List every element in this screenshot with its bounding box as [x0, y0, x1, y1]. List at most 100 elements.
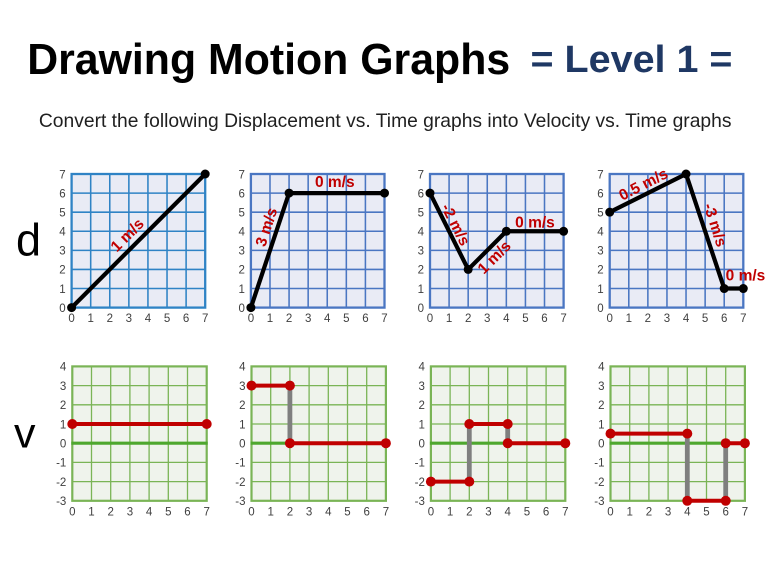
svg-text:6: 6 — [59, 188, 65, 200]
svg-text:4: 4 — [60, 362, 67, 374]
svg-text:7: 7 — [383, 506, 389, 518]
svg-text:0: 0 — [239, 439, 245, 451]
svg-text:3: 3 — [126, 313, 132, 325]
svg-text:3: 3 — [305, 313, 311, 325]
svg-text:4: 4 — [145, 313, 152, 325]
svg-text:3: 3 — [664, 313, 670, 325]
svg-text:-3: -3 — [235, 496, 245, 508]
svg-text:3: 3 — [59, 246, 65, 258]
svg-text:3: 3 — [484, 313, 490, 325]
svg-text:3: 3 — [306, 506, 312, 518]
svg-text:0: 0 — [248, 506, 254, 518]
svg-text:0: 0 — [60, 439, 66, 451]
svg-text:0: 0 — [68, 313, 74, 325]
svg-text:6: 6 — [184, 506, 190, 518]
svg-text:4: 4 — [146, 506, 153, 518]
svg-text:1: 1 — [239, 419, 245, 431]
svg-text:7: 7 — [560, 313, 566, 325]
svg-text:2: 2 — [466, 506, 472, 518]
svg-text:0: 0 — [69, 506, 75, 518]
svg-text:1: 1 — [446, 313, 452, 325]
svg-text:1: 1 — [626, 506, 632, 518]
svg-text:4: 4 — [59, 227, 66, 239]
svg-text:5: 5 — [238, 207, 244, 219]
svg-text:1: 1 — [626, 313, 632, 325]
svg-text:2: 2 — [418, 400, 424, 412]
svg-text:5: 5 — [524, 506, 530, 518]
svg-text:0 m/s: 0 m/s — [315, 174, 355, 191]
svg-text:7: 7 — [202, 313, 208, 325]
svg-text:1: 1 — [597, 284, 603, 296]
svg-text:5: 5 — [522, 313, 528, 325]
svg-text:3: 3 — [418, 381, 424, 393]
svg-text:-1: -1 — [594, 458, 604, 470]
svg-text:4: 4 — [238, 227, 245, 239]
svg-text:0: 0 — [427, 313, 433, 325]
svg-text:6: 6 — [363, 506, 369, 518]
svg-text:4: 4 — [239, 362, 246, 374]
svg-text:5: 5 — [597, 207, 603, 219]
svg-text:0 m/s: 0 m/s — [515, 215, 555, 232]
svg-text:3: 3 — [598, 381, 604, 393]
svg-text:0: 0 — [607, 506, 613, 518]
svg-text:5: 5 — [418, 207, 424, 219]
svg-text:3: 3 — [597, 246, 603, 258]
svg-text:2: 2 — [286, 313, 292, 325]
svg-text:-2: -2 — [594, 477, 604, 489]
svg-text:3: 3 — [665, 506, 671, 518]
svg-text:0: 0 — [418, 439, 424, 451]
svg-text:= Level 1 =: = Level 1 = — [531, 39, 733, 81]
svg-text:4: 4 — [324, 313, 331, 325]
svg-text:7: 7 — [597, 169, 603, 181]
svg-text:4: 4 — [598, 362, 605, 374]
svg-text:6: 6 — [722, 506, 728, 518]
svg-text:5: 5 — [703, 506, 709, 518]
svg-text:1: 1 — [238, 284, 244, 296]
svg-text:6: 6 — [362, 313, 368, 325]
svg-text:1: 1 — [418, 419, 424, 431]
svg-text:5: 5 — [344, 506, 350, 518]
svg-text:2: 2 — [59, 265, 65, 277]
svg-text:7: 7 — [59, 169, 65, 181]
svg-text:2: 2 — [597, 265, 603, 277]
svg-text:5: 5 — [59, 207, 65, 219]
svg-text:4: 4 — [597, 227, 604, 239]
svg-text:4: 4 — [503, 313, 510, 325]
svg-text:2: 2 — [107, 313, 113, 325]
svg-text:1: 1 — [447, 506, 453, 518]
svg-text:2: 2 — [465, 313, 471, 325]
svg-text:7: 7 — [742, 506, 748, 518]
svg-text:2: 2 — [645, 313, 651, 325]
svg-text:0: 0 — [248, 313, 254, 325]
svg-text:1: 1 — [88, 506, 94, 518]
svg-text:1: 1 — [598, 419, 604, 431]
svg-text:6: 6 — [183, 313, 189, 325]
svg-text:7: 7 — [381, 313, 387, 325]
svg-text:-2: -2 — [415, 477, 425, 489]
svg-text:7: 7 — [562, 506, 568, 518]
svg-text:3: 3 — [127, 506, 133, 518]
svg-text:-3: -3 — [594, 496, 604, 508]
svg-text:7: 7 — [418, 169, 424, 181]
svg-text:3: 3 — [239, 381, 245, 393]
svg-text:4: 4 — [325, 506, 332, 518]
svg-text:1: 1 — [59, 284, 65, 296]
svg-text:0: 0 — [418, 303, 424, 315]
svg-text:1: 1 — [60, 419, 66, 431]
svg-text:7: 7 — [740, 313, 746, 325]
svg-text:4: 4 — [418, 227, 425, 239]
svg-text:d: d — [16, 215, 41, 266]
svg-text:4: 4 — [418, 362, 425, 374]
svg-text:7: 7 — [238, 169, 244, 181]
svg-text:0: 0 — [597, 303, 603, 315]
svg-text:2: 2 — [418, 265, 424, 277]
svg-text:-1: -1 — [56, 458, 66, 470]
svg-text:0: 0 — [606, 313, 612, 325]
svg-text:2: 2 — [646, 506, 652, 518]
svg-text:7: 7 — [203, 506, 209, 518]
svg-text:6: 6 — [543, 506, 549, 518]
svg-text:6: 6 — [238, 188, 244, 200]
svg-text:0 m/s: 0 m/s — [726, 268, 766, 285]
svg-text:6: 6 — [721, 313, 727, 325]
svg-text:2: 2 — [287, 506, 293, 518]
